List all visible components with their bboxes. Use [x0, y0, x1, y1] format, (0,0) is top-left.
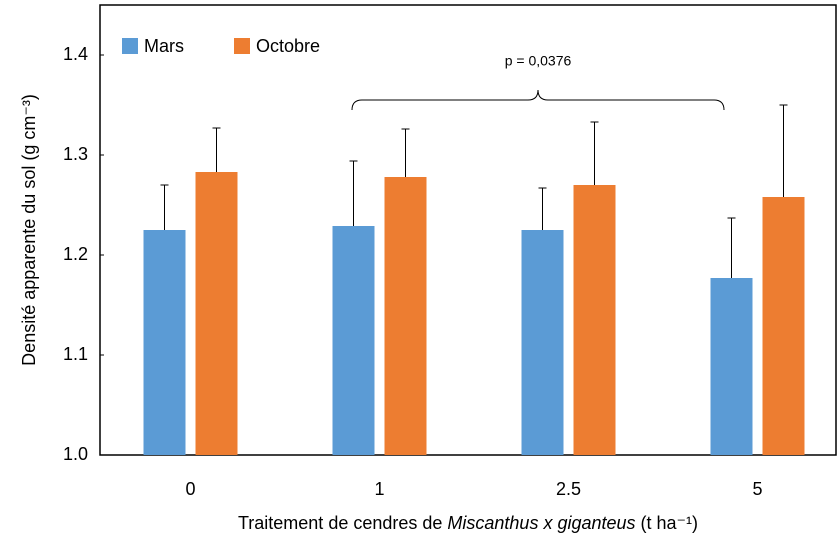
x-tick-label: 5: [752, 479, 762, 499]
x-label-part: (t ha⁻¹): [636, 513, 699, 533]
x-tick-label: 0: [185, 479, 195, 499]
bar: [762, 197, 805, 455]
y-tick-label: 1.4: [63, 44, 88, 64]
y-tick-label: 1.0: [63, 444, 88, 464]
bar: [332, 226, 375, 455]
bar: [521, 230, 564, 455]
bar: [710, 278, 753, 455]
bar: [195, 172, 238, 455]
x-axis-label: Traitement de cendres de Miscanthus x gi…: [238, 513, 698, 533]
legend-swatch: [234, 38, 250, 54]
x-tick-label: 2.5: [556, 479, 581, 499]
legend-swatch: [122, 38, 138, 54]
y-axis-label: Densité apparente du sol (g cm⁻³): [19, 94, 39, 366]
bar: [143, 230, 186, 455]
legend-label: Octobre: [256, 36, 320, 56]
bracket: [351, 89, 725, 111]
y-tick-label: 1.1: [63, 344, 88, 364]
x-label-part: Miscanthus x giganteus: [447, 513, 635, 533]
y-tick-label: 1.2: [63, 244, 88, 264]
bar: [573, 185, 616, 455]
y-tick-label: 1.3: [63, 144, 88, 164]
bar: [384, 177, 427, 455]
x-tick-label: 1: [374, 479, 384, 499]
legend-label: Mars: [144, 36, 184, 56]
plot-frame: [99, 4, 837, 456]
x-label-part: Traitement de cendres de: [238, 513, 447, 533]
annotation: p = 0,0376: [505, 53, 572, 69]
